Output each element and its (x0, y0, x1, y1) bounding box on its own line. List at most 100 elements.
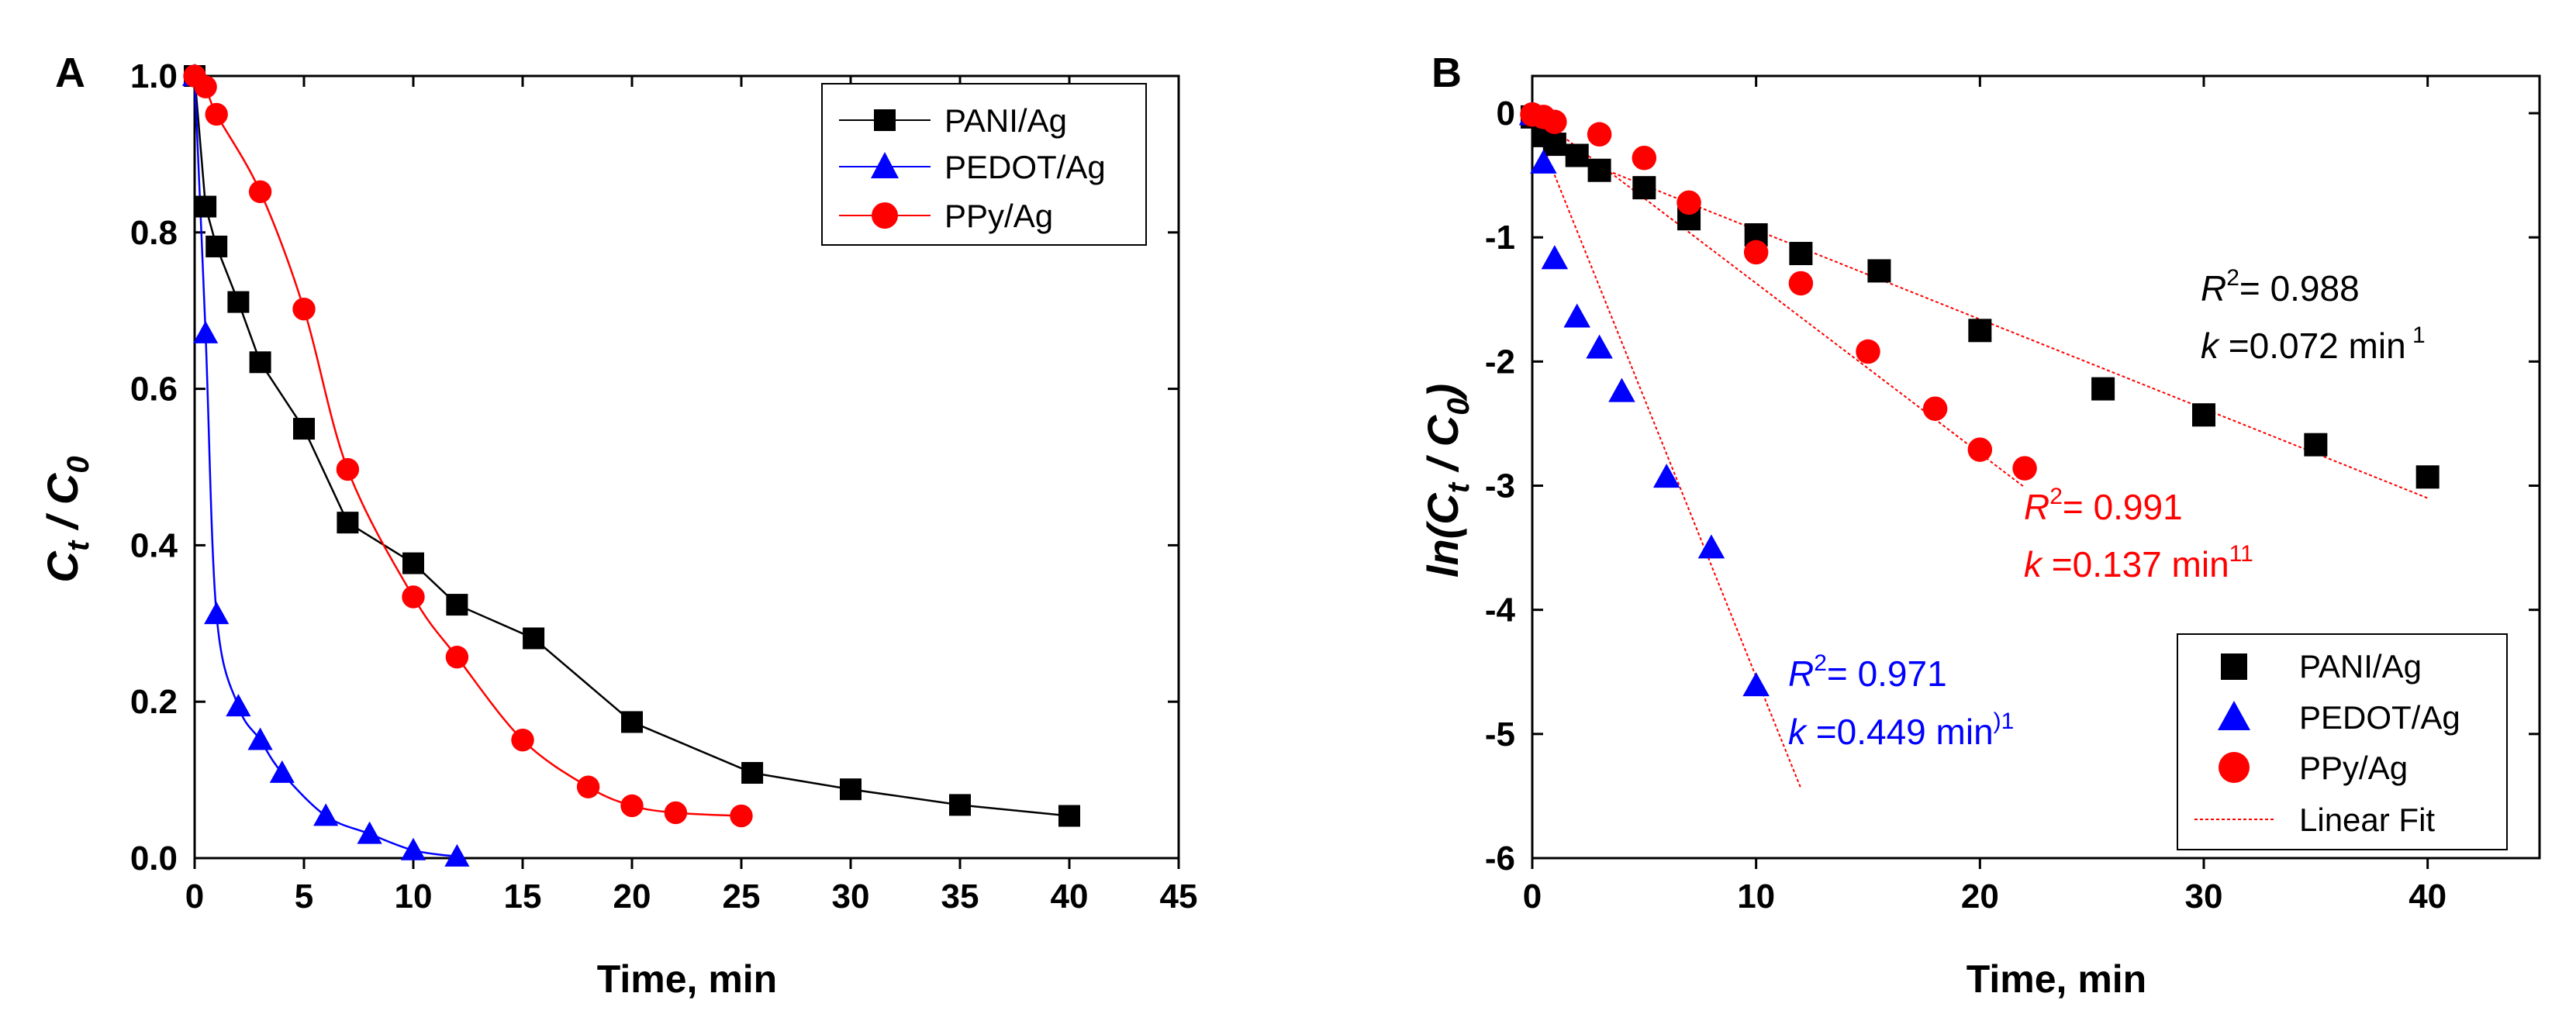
series-markers-a (181, 63, 1080, 867)
axis-ticks-b: 0 10 20 30 40 0 -1 -2 -3 -4 -5 -6 (1485, 76, 2540, 915)
annotation-pedot-k-label: k (1788, 712, 1808, 752)
data-point-pani-ag (249, 351, 271, 374)
x-tick-label: 45 (1160, 878, 1198, 915)
data-point-ppy-ag (205, 102, 228, 126)
data-point-pedot-ag (1530, 149, 1557, 174)
annotation-pedot-r2: R2= 0.971 (1788, 650, 1947, 694)
x-tick-label: 10 (1737, 878, 1775, 915)
x-tick-label: 40 (1051, 878, 1089, 915)
data-point-pedot-ag (1608, 378, 1635, 402)
annotation-ppy-k-value: =0.137 min (2042, 544, 2229, 584)
series-markers-b (1518, 101, 2440, 697)
y-tick-label: 0.4 (130, 526, 178, 564)
annotation-pedot-r2-value: = 0.971 (1827, 653, 1947, 694)
data-point-pani-ag (446, 594, 468, 616)
annotation-pedot-k-sup: )1 (1994, 709, 2015, 734)
x-tick-label: 15 (504, 878, 542, 915)
fit-line-pani-ag (1531, 140, 2429, 499)
annotation-pani-r2: R2= 0.988 (2201, 265, 2360, 309)
legend-a-marker-pedot (871, 152, 899, 178)
data-point-ppy-ag (1788, 271, 1814, 296)
data-point-pani-ag (2304, 433, 2328, 457)
data-point-pani-ag (1565, 143, 1589, 167)
y-axis-title-b-sub1: t (1442, 481, 1476, 493)
annotation-ppy-r2-sup: 2 (2049, 484, 2063, 509)
data-point-pedot-ag (1563, 303, 1590, 328)
annotation-pedot-k-value: =0.449 min (1806, 712, 1994, 752)
annotation-ppy-k-sup: 11 (2229, 541, 2253, 567)
annotation-ppy-r2-value: = 0.991 (2063, 487, 2183, 527)
y-tick-label: -3 (1485, 467, 1515, 505)
y-tick-label: -1 (1485, 219, 1515, 257)
data-point-ppy-ag (336, 457, 360, 481)
data-point-pedot-ag (1742, 672, 1770, 697)
y-tick-label: -6 (1485, 840, 1515, 878)
data-point-ppy-ag (1967, 437, 1993, 462)
data-point-pani-ag (337, 512, 359, 534)
y-tick-label: 1.0 (130, 57, 178, 95)
legend-b-label-ppy: PPy/Ag (2299, 750, 2408, 786)
data-point-pedot-ag (269, 760, 295, 783)
legend-a-label-pedot: PEDOT/Ag (944, 149, 1106, 185)
data-point-pedot-ag (444, 843, 470, 867)
fit-lines-b (1531, 112, 2429, 789)
fit-line-pedot-ag (1531, 119, 1802, 789)
data-point-ppy-ag (1856, 339, 1880, 364)
data-point-pedot-ag (1541, 245, 1569, 270)
legend-b-marker-pani (2221, 653, 2247, 680)
data-point-ppy-ag (1587, 122, 1612, 147)
data-point-pedot-ag (1586, 334, 1613, 359)
plot-area-a (193, 74, 1180, 860)
data-point-pani-ag (621, 711, 643, 733)
annotation-pedot-r2-sup: 2 (1814, 650, 1827, 676)
data-point-pani-ag (195, 195, 217, 218)
y-axis-title-b: ln(Ct / C0) (1418, 384, 1476, 578)
data-point-pani-ag (227, 291, 250, 313)
legend-a-label-ppy: PPy/Ag (944, 198, 1053, 234)
legend-a: PANI/Ag PEDOT/Ag PPy/Ag (821, 83, 1147, 246)
y-axis-title-b-main: ln(C (1418, 492, 1467, 578)
data-point-pedot-ag (247, 727, 273, 750)
data-point-pedot-ag (226, 694, 251, 717)
data-point-ppy-ag (402, 585, 425, 609)
annotation-pani-k-label: k (2201, 326, 2220, 366)
annotation-ppy-r2-label: R (2024, 487, 2049, 527)
data-point-pani-ag (1867, 259, 1891, 283)
annotation-pani-r2-label: R (2201, 268, 2226, 309)
annotation-pedot-k: k =0.449 min)1 (1788, 709, 2014, 752)
data-point-ppy-ag (576, 775, 600, 798)
data-point-pani-ag (2091, 377, 2115, 401)
legend-a-items: PANI/Ag PEDOT/Ag PPy/Ag (839, 102, 1106, 234)
y-tick-label: -2 (1485, 343, 1515, 381)
annotation-ppy-r2: R2= 0.991 (2024, 484, 2183, 527)
y-tick-label: -4 (1485, 591, 1516, 629)
data-point-ppy-ag (511, 728, 534, 752)
y-axis-title-b-close: ) (1418, 384, 1467, 402)
data-point-ppy-ag (194, 75, 217, 98)
data-point-pedot-ag (357, 821, 382, 844)
annotation-pani-k-value: =0.072 min (2219, 326, 2406, 366)
annotation-ppy-k-label: k (2024, 544, 2043, 584)
data-point-pani-ag (2415, 465, 2440, 489)
data-point-ppy-ag (1542, 109, 1567, 135)
x-tick-label: 10 (395, 878, 433, 915)
x-axis-title-a: Time, min (597, 957, 777, 1001)
series-line-pedot-ag (193, 75, 458, 858)
data-point-ppy-ag (2012, 456, 2037, 481)
y-axis-title-a-sub1: t (61, 540, 95, 551)
legend-b-label-fit: Linear Fit (2299, 802, 2435, 838)
x-tick-label: 30 (832, 878, 870, 915)
data-point-pani-ag (1587, 158, 1611, 182)
y-axis-title-a: Ct / C0 (38, 456, 95, 582)
data-point-ppy-ag (1632, 145, 1657, 171)
y-axis-title-b-sub2: 0 (1442, 398, 1476, 416)
data-point-pedot-ag (313, 803, 339, 826)
annotation-pani-r2-value: = 0.988 (2239, 268, 2360, 309)
panel-label-b: B (1431, 50, 1462, 96)
annotation-pani-k-sup: 1 (2406, 322, 2426, 348)
y-tick-label: 0.6 (130, 371, 178, 409)
axis-ticks-a: 0 5 10 15 20 25 30 35 40 45 0.0 0.2 0.4 0.6 0.8 1.0 (130, 57, 1198, 915)
x-tick-label: 20 (1961, 878, 1999, 915)
data-point-ppy-ag (1676, 190, 1701, 216)
